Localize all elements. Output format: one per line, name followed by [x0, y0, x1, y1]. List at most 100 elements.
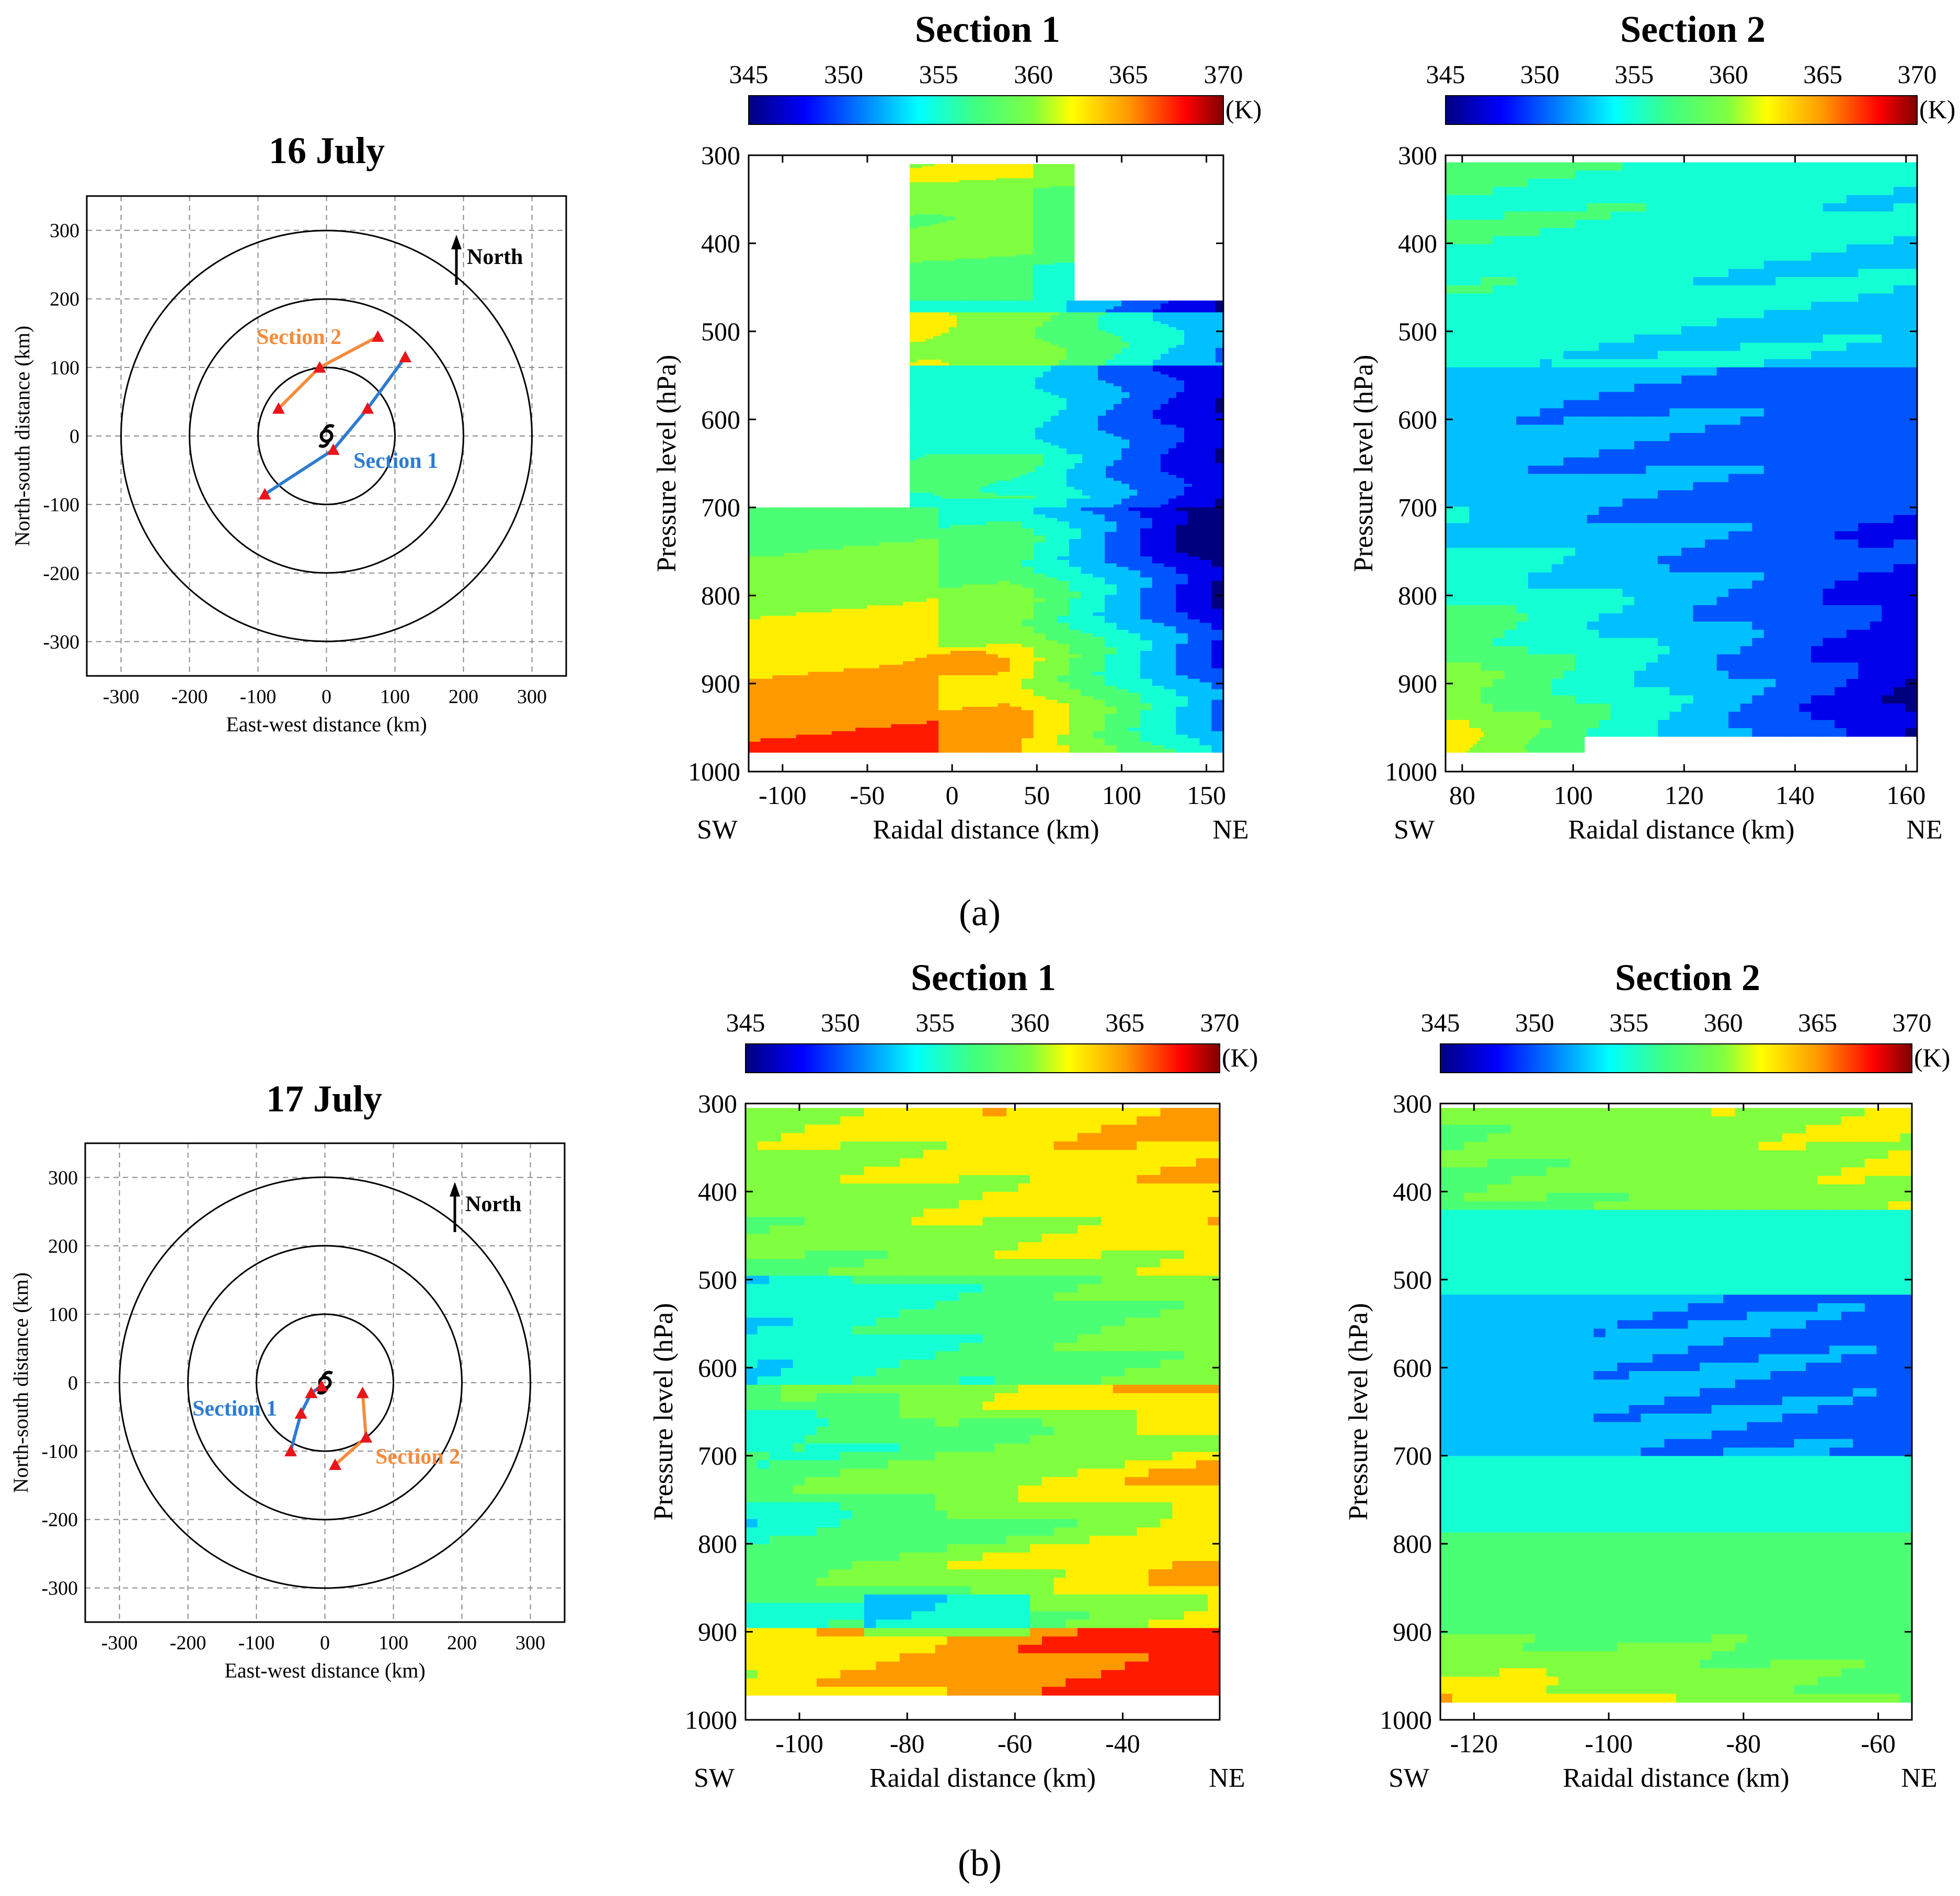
theta-e-cell	[1043, 309, 1051, 313]
theta-e-cell	[1049, 260, 1054, 263]
theta-e-cell	[910, 228, 914, 231]
theta-e-cell	[1062, 262, 1067, 266]
theta-e-cell	[955, 200, 960, 203]
theta-e-cell	[975, 180, 980, 183]
theta-e-cell	[946, 192, 952, 195]
theta-e-cell	[1021, 178, 1026, 181]
theta-e-cell	[957, 309, 965, 313]
theta-e-cell	[996, 260, 1001, 263]
theta-e-cell	[918, 256, 923, 259]
theta-e-cell	[992, 298, 996, 302]
theta-e-cell	[1041, 252, 1046, 255]
theta-e-cell	[1129, 484, 1138, 487]
theta-e-cell	[925, 445, 934, 449]
theta-e-cell	[971, 198, 976, 201]
theta-e-cell	[1082, 380, 1091, 384]
theta-e-cell	[1051, 457, 1059, 461]
theta-e-cell	[1098, 309, 1106, 313]
theta-e-cell	[1035, 362, 1044, 366]
theta-e-cell	[910, 295, 914, 297]
theta-e-cell	[988, 194, 993, 197]
theta-e-cell	[992, 182, 996, 185]
theta-e-cell	[946, 172, 952, 175]
theta-e-cell	[988, 410, 996, 413]
theta-e-cell	[1004, 424, 1012, 428]
theta-e-cell	[1043, 501, 1051, 505]
theta-e-cell	[1062, 184, 1067, 187]
theta-e-cell	[992, 265, 996, 267]
theta-e-cell	[1062, 220, 1067, 223]
theta-e-cell	[975, 258, 980, 261]
theta-e-cell	[1051, 419, 1059, 422]
theta-e-cell	[943, 281, 947, 283]
theta-e-cell	[1027, 428, 1036, 431]
theta-e-cell	[996, 404, 1004, 408]
theta-e-cell	[1074, 501, 1083, 505]
theta-e-cell	[1000, 286, 1005, 290]
theta-e-cell	[1021, 224, 1026, 227]
theta-e-cell	[910, 315, 918, 319]
theta-e-cell	[955, 258, 960, 261]
theta-e-cell	[1062, 281, 1067, 283]
theta-e-cell	[1037, 184, 1042, 187]
theta-e-cell	[1051, 421, 1059, 426]
theta-e-cell	[988, 324, 996, 328]
theta-e-cell	[1021, 256, 1026, 259]
theta-e-cell	[910, 210, 914, 213]
theta-e-cell	[922, 262, 927, 266]
theta-e-cell	[965, 330, 973, 334]
theta-e-cell	[1004, 267, 1009, 269]
theta-e-cell	[979, 293, 984, 295]
theta-e-cell	[1074, 404, 1083, 408]
theta-e-cell	[1059, 351, 1067, 354]
theta-e-cell	[1041, 255, 1046, 257]
theta-e-cell	[967, 204, 972, 207]
theta-e-cell	[996, 296, 1001, 300]
theta-e-cell	[946, 194, 952, 197]
theta-e-cell	[1004, 362, 1012, 366]
theta-e-field	[749, 164, 1224, 753]
theta-e-cell	[1012, 380, 1020, 384]
theta-e-cell	[1053, 204, 1058, 207]
theta-e-cell	[913, 284, 919, 288]
theta-e-cell	[1004, 330, 1012, 334]
theta-e-cell	[949, 433, 957, 437]
theta-e-cell	[1029, 252, 1034, 255]
theta-e-cell	[925, 407, 934, 410]
theta-e-cell	[1008, 286, 1013, 290]
theta-e-cell	[1129, 501, 1138, 505]
theta-e-cell	[980, 330, 989, 334]
theta-e-cell	[1004, 260, 1009, 263]
theta-e-cell	[988, 270, 993, 273]
theta-e-cell	[965, 336, 973, 340]
theta-e-cell	[988, 168, 993, 171]
theta-e-cell	[1035, 348, 1044, 351]
theta-e-cell	[1067, 484, 1075, 487]
theta-e-cell	[1051, 392, 1059, 396]
theta-e-cell	[1067, 501, 1075, 505]
theta-e-cell	[1035, 377, 1044, 381]
theta-e-cell	[1035, 321, 1044, 325]
theta-e-cell	[1025, 246, 1029, 249]
theta-e-cell	[1004, 472, 1012, 476]
theta-e-cell	[934, 277, 939, 279]
theta-e-cell	[946, 293, 952, 295]
theta-e-cell	[1016, 216, 1022, 219]
theta-e-cell	[918, 424, 926, 428]
theta-e-cell	[1049, 230, 1054, 233]
theta-e-cell	[971, 184, 976, 187]
theta-e-cell	[913, 226, 919, 229]
theta-e-cell	[910, 433, 918, 437]
theta-e-cell	[1004, 196, 1009, 199]
theta-e-cell	[1137, 496, 1145, 499]
theta-e-cell	[926, 238, 931, 241]
theta-e-cell	[1045, 196, 1050, 199]
theta-e-cell	[1067, 469, 1075, 473]
theta-e-cell	[910, 492, 918, 496]
theta-e-cell	[1053, 232, 1058, 235]
theta-e-cell	[918, 342, 926, 346]
theta-e-cell	[1053, 279, 1058, 281]
theta-e-cell	[967, 186, 972, 189]
theta-e-cell	[1106, 377, 1114, 381]
theta-e-cell	[983, 216, 989, 219]
